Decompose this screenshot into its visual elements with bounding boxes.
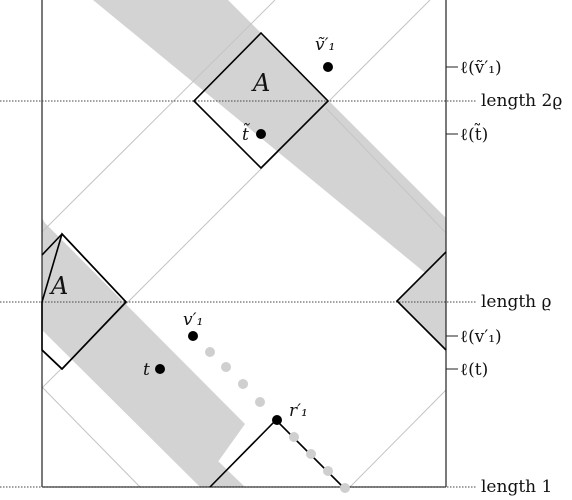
horizontal-dotted-lines (0, 100, 476, 488)
point-t-tilde (256, 129, 266, 139)
point-r1 (272, 415, 282, 425)
label-length-1: length 1 (481, 477, 552, 497)
label-v1-tilde: ṽ′₁ (315, 35, 335, 55)
label-length-2rho: length 2ϱ (481, 91, 562, 111)
region-label-left: A (49, 272, 68, 300)
diagonal-line (41, 0, 276, 233)
path-dot (340, 483, 350, 493)
path-dot (323, 466, 333, 476)
lower-shaded-band-main (42, 220, 245, 487)
label-t-tilde: t̃ (242, 123, 250, 145)
label-ell-v1: ℓ(v′₁) (460, 327, 502, 347)
diagonal-line (325, 107, 447, 234)
right-shaded-diamond (397, 252, 446, 350)
right-ticks (446, 66, 458, 370)
path-dot (238, 379, 248, 389)
upper-shaded-band (93, 0, 446, 290)
label-v1: v′₁ (183, 310, 203, 330)
path-dot (306, 449, 316, 459)
diagonal-line (41, 386, 141, 488)
point-v1 (188, 331, 198, 341)
region-label-upper: A (251, 69, 270, 97)
label-r1: r′₁ (289, 401, 308, 421)
label-ell-t-tilde: ℓ(t̃) (460, 123, 488, 145)
black-points (155, 62, 333, 425)
upper-diamond (192, 31, 330, 170)
label-ell-t: ℓ(t) (460, 360, 488, 380)
left-diamond-edge (41, 232, 128, 371)
label-ell-v1-tilde: ℓ(ṽ′₁) (460, 58, 502, 78)
path-dot (255, 397, 265, 407)
point-t (155, 364, 165, 374)
shaded-bands (42, 0, 446, 487)
diagonal-line (349, 389, 447, 488)
path-dot (221, 362, 231, 372)
point-v1-tilde (323, 62, 333, 72)
label-t: t (143, 360, 150, 380)
path-dot (205, 347, 215, 357)
label-length-rho: length ϱ (481, 292, 552, 312)
right-diamond-edge (395, 251, 447, 351)
gray-dot-path (205, 347, 350, 493)
path-dot (289, 432, 299, 442)
